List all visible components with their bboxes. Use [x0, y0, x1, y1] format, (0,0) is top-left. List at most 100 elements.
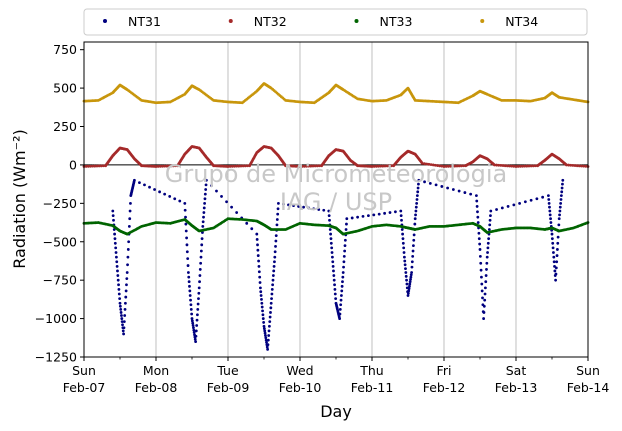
- data-point: [529, 198, 533, 202]
- data-point: [340, 289, 344, 293]
- legend-marker: [354, 19, 359, 23]
- data-point: [309, 164, 313, 168]
- data-point: [339, 303, 343, 307]
- data-point: [477, 231, 481, 235]
- x-axis: Sun Feb-07 Mon Feb-08 Tue Feb-09 Wed Feb-10 Thu F…: [63, 357, 609, 395]
- data-point: [503, 164, 507, 168]
- data-point: [116, 269, 119, 273]
- data-point: [268, 315, 272, 319]
- data-point: [531, 164, 535, 168]
- data-point: [525, 164, 529, 168]
- data-point: [184, 222, 188, 226]
- x-tick-label-date: Feb-11: [351, 380, 394, 395]
- data-point: [556, 241, 560, 245]
- data-point: [401, 232, 404, 236]
- data-point: [403, 263, 407, 267]
- data-point: [560, 190, 564, 194]
- data-point: [559, 198, 563, 201]
- data-point: [462, 164, 465, 168]
- data-point: [550, 232, 554, 236]
- data-point: [415, 198, 419, 201]
- data-point: [198, 280, 201, 284]
- data-point: [484, 286, 487, 290]
- data-point: [409, 278, 412, 281]
- data-point: [327, 214, 331, 218]
- data-point: [113, 237, 117, 241]
- data-point: [127, 224, 131, 228]
- data-point: [198, 268, 202, 271]
- data-point: [167, 164, 171, 168]
- data-point: [552, 260, 556, 264]
- data-point: [406, 291, 410, 295]
- data-point: [399, 214, 403, 218]
- data-point: [575, 164, 579, 168]
- data-point: [469, 192, 473, 196]
- data-point: [259, 286, 262, 290]
- data-point: [113, 241, 117, 245]
- data-point: [333, 283, 336, 287]
- x-tick-label-day: Wed: [286, 363, 313, 378]
- data-point: [273, 255, 277, 259]
- data-point: [331, 260, 335, 264]
- legend-label: NT31: [128, 14, 161, 29]
- data-point: [328, 218, 331, 222]
- data-point: [191, 324, 195, 327]
- data-point: [483, 292, 487, 296]
- data-point: [401, 237, 405, 241]
- data-point: [383, 211, 386, 215]
- data-point: [385, 164, 389, 168]
- data-point: [558, 209, 562, 213]
- data-point: [113, 232, 116, 236]
- data-point: [259, 290, 263, 294]
- data-point: [415, 194, 419, 198]
- x-tick-label-date: Feb-08: [135, 380, 178, 395]
- data-point: [381, 164, 385, 168]
- data-point: [192, 328, 196, 332]
- data-point: [554, 278, 557, 282]
- y-tick-label: −750: [43, 273, 77, 288]
- data-point: [122, 332, 125, 336]
- data-point: [350, 216, 354, 220]
- data-point: [549, 221, 553, 224]
- data-point: [95, 164, 99, 168]
- data-point: [552, 251, 555, 254]
- data-point: [192, 326, 195, 330]
- data-point: [571, 163, 575, 167]
- data-point: [120, 320, 124, 324]
- data-point: [582, 164, 586, 168]
- y-tick-label: −1250: [35, 350, 77, 365]
- data-point: [412, 233, 416, 237]
- data-point: [195, 324, 199, 327]
- data-point: [267, 334, 271, 337]
- data-point: [534, 164, 537, 168]
- data-point: [266, 343, 270, 347]
- data-point: [372, 213, 376, 217]
- data-point: [332, 278, 336, 282]
- data-point: [374, 164, 378, 168]
- data-point: [128, 209, 132, 213]
- data-point: [120, 314, 123, 317]
- data-point: [344, 228, 348, 231]
- data-point: [116, 278, 120, 282]
- data-point: [153, 188, 156, 191]
- data-point: [356, 215, 359, 219]
- data-point: [274, 244, 277, 248]
- data-point: [117, 283, 120, 287]
- data-point: [190, 317, 194, 320]
- data-point: [556, 248, 559, 251]
- data-point: [86, 164, 90, 168]
- data-point: [185, 236, 189, 240]
- data-point: [372, 164, 376, 168]
- data-point: [518, 201, 521, 205]
- data-point: [169, 164, 173, 168]
- x-tick-label-day: Sat: [506, 363, 527, 378]
- data-point: [256, 254, 260, 257]
- data-point: [379, 164, 383, 168]
- data-point: [463, 191, 467, 194]
- data-point: [270, 292, 274, 296]
- data-point: [551, 241, 555, 245]
- data-point: [201, 231, 204, 234]
- data-point: [549, 217, 552, 221]
- data-point: [274, 234, 278, 238]
